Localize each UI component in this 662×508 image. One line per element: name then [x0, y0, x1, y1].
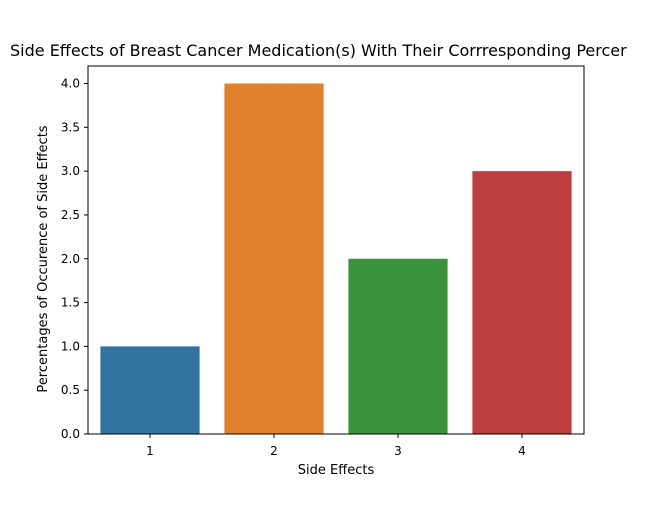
- bar-1: [100, 346, 200, 434]
- bar-4: [472, 171, 572, 434]
- y-tick-label: 2.5: [61, 208, 80, 222]
- y-axis-title: Percentages of Occurence of Side Effects: [36, 125, 51, 392]
- plot-frame: [87, 65, 585, 435]
- y-tick-label: 0.0: [61, 427, 80, 441]
- y-tick-label: 2.0: [61, 252, 80, 266]
- y-tick-label: 4.0: [61, 77, 80, 91]
- y-tick-label: 3.5: [61, 120, 80, 134]
- x-tick-label: 4: [518, 444, 526, 458]
- x-tick-label: 3: [394, 444, 402, 458]
- y-axis-ticks: 0.0 0.5 1.0 1.5 2.0 2.5 3.0 3.5 4.0: [61, 77, 88, 441]
- x-axis-title: Side Effects: [298, 463, 375, 478]
- bar-2: [224, 83, 324, 435]
- y-tick-label: 0.5: [61, 383, 80, 397]
- y-tick-label: 1.5: [61, 296, 80, 310]
- bars-group: [100, 83, 572, 435]
- y-tick-label: 1.0: [61, 339, 80, 353]
- chart-title: Side Effects of Breast Cancer Medication…: [10, 41, 627, 60]
- x-axis-ticks: 1 2 3 4: [146, 434, 526, 458]
- bar-3: [348, 258, 448, 434]
- x-tick-label: 2: [270, 444, 278, 458]
- y-tick-label: 3.0: [61, 164, 80, 178]
- x-tick-label: 1: [146, 444, 154, 458]
